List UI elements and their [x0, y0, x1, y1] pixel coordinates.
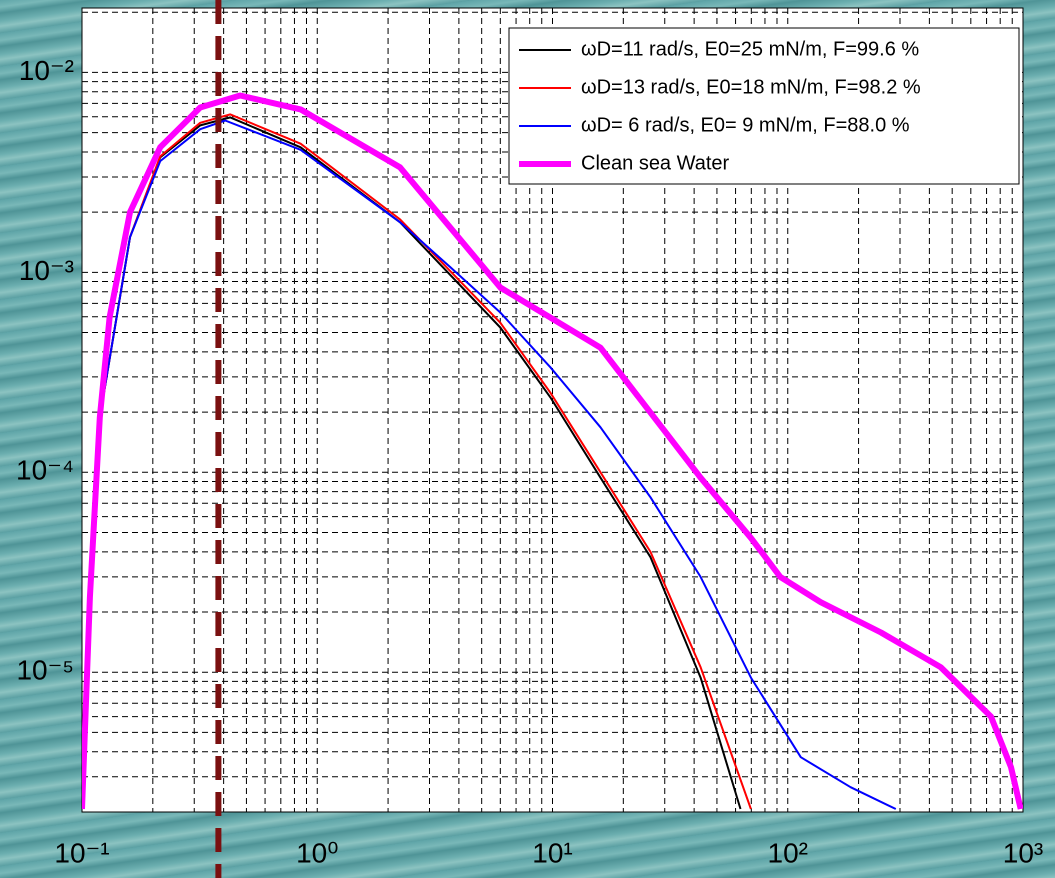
x-tick-label: 10³ [1003, 837, 1043, 868]
legend-label: ωD=11 rad/s, E0=25 mN/m, F=99.6 % [581, 38, 919, 60]
legend-label: ωD=13 rad/s, E0=18 mN/m, F=98.2 % [581, 76, 921, 98]
series-line [82, 119, 897, 810]
x-tick-label: 10¹ [532, 837, 572, 868]
legend-label: Clean sea Water [581, 152, 730, 174]
plot-border [81, 7, 1024, 813]
y-tick-label: 10⁻⁴ [16, 455, 74, 486]
legend-label: ωD= 6 rad/s, E0= 9 mN/m, F=88.0 % [581, 114, 910, 136]
x-tick-label: 10² [768, 837, 808, 868]
y-tick-label: 10⁻³ [19, 255, 74, 286]
legend-box [508, 27, 1020, 185]
series-line [82, 92, 1023, 810]
y-tick-label: 10⁻² [19, 55, 74, 86]
y-tick-label: 10⁻⁵ [16, 655, 74, 686]
x-tick-label: 10⁻¹ [54, 837, 109, 868]
x-tick-label: 10⁰ [296, 837, 338, 868]
